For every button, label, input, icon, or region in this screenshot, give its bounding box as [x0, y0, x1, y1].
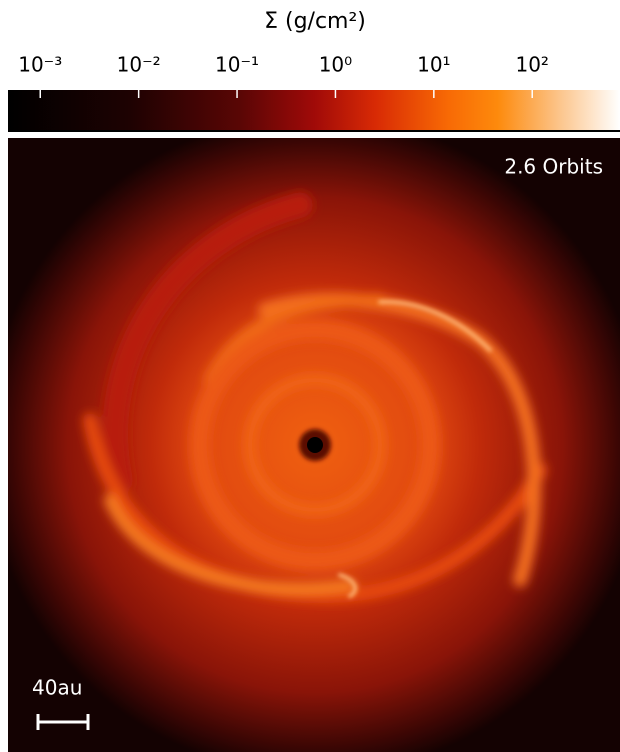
colorbar	[8, 90, 620, 130]
scale-bar	[36, 714, 90, 730]
colorbar-title: Σ (g/cm²)	[264, 9, 366, 34]
colorbar-tick-label: 10⁻¹	[215, 53, 259, 77]
colorbar-tick-label: 10¹	[417, 53, 450, 77]
colorbar-tick-label: 10²	[515, 53, 548, 77]
time-label: 2.6 Orbits	[504, 155, 603, 179]
scale-label: 40au	[32, 676, 82, 700]
colorbar-tick-label: 10⁻³	[18, 53, 62, 77]
density-map	[8, 138, 620, 752]
colorbar-tick-label: 10⁻²	[117, 53, 161, 77]
colorbar-tick-label: 10⁰	[319, 53, 352, 77]
